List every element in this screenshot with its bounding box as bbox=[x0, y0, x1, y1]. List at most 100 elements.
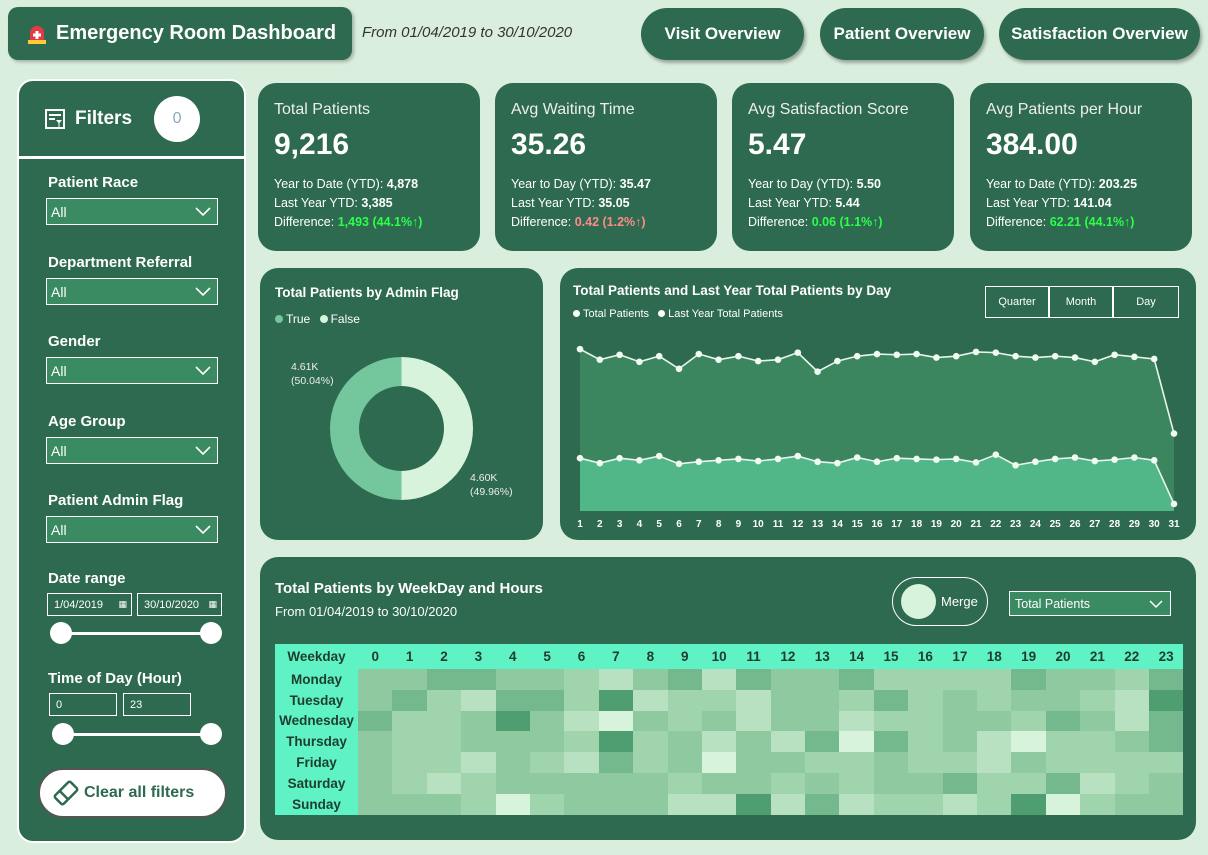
heatmap-cell[interactable] bbox=[1148, 710, 1184, 732]
heatmap-cell[interactable] bbox=[598, 689, 634, 711]
heatmap-cell[interactable] bbox=[736, 772, 771, 794]
heatmap-cell[interactable] bbox=[461, 710, 496, 732]
heatmap-cell[interactable] bbox=[805, 752, 840, 773]
heatmap-cell[interactable] bbox=[667, 669, 702, 690]
heatmap-cell[interactable] bbox=[977, 689, 1012, 711]
heatmap-cell[interactable] bbox=[1045, 710, 1081, 732]
heatmap-cell[interactable] bbox=[908, 772, 943, 794]
heatmap-cell[interactable] bbox=[942, 710, 978, 732]
heatmap-cell[interactable] bbox=[908, 793, 943, 815]
heatmap-cell[interactable] bbox=[770, 731, 806, 753]
heatmap-cell[interactable] bbox=[1011, 772, 1046, 794]
heatmap-cell[interactable] bbox=[1114, 793, 1149, 815]
heatmap-cell[interactable] bbox=[736, 731, 771, 753]
quarter-toggle[interactable]: Quarter bbox=[985, 286, 1049, 318]
clear-filters-button[interactable]: Clear all filters bbox=[38, 768, 227, 818]
heatmap-cell[interactable] bbox=[495, 731, 530, 753]
heatmap-cell[interactable] bbox=[770, 710, 806, 732]
heatmap-cell[interactable] bbox=[598, 772, 634, 794]
heatmap-cell[interactable] bbox=[1011, 793, 1046, 815]
heatmap-cell[interactable] bbox=[426, 752, 462, 773]
heatmap-cell[interactable] bbox=[461, 731, 496, 753]
heatmap-cell[interactable] bbox=[495, 752, 530, 773]
heatmap-cell[interactable] bbox=[598, 731, 634, 753]
heatmap-cell[interactable] bbox=[942, 793, 978, 815]
heatmap-cell[interactable] bbox=[495, 710, 530, 732]
gender-select[interactable]: All bbox=[46, 357, 218, 384]
heatmap-cell[interactable] bbox=[461, 793, 496, 815]
heatmap-cell[interactable] bbox=[461, 772, 496, 794]
heatmap-cell[interactable] bbox=[358, 731, 393, 753]
heatmap-cell[interactable] bbox=[805, 710, 840, 732]
heatmap-cell[interactable] bbox=[564, 772, 599, 794]
heatmap-cell[interactable] bbox=[908, 669, 943, 690]
hour-max-input[interactable]: 23 bbox=[123, 693, 191, 716]
heatmap-cell[interactable] bbox=[529, 669, 565, 690]
heatmap-cell[interactable] bbox=[598, 710, 634, 732]
heatmap-cell[interactable] bbox=[358, 772, 393, 794]
visit-overview-button[interactable]: Visit Overview bbox=[641, 8, 804, 60]
heatmap-cell[interactable] bbox=[529, 689, 565, 711]
heatmap-cell[interactable] bbox=[770, 793, 806, 815]
heatmap-cell[interactable] bbox=[1045, 731, 1081, 753]
heatmap-cell[interactable] bbox=[701, 731, 737, 753]
heatmap-cell[interactable] bbox=[529, 752, 565, 773]
heatmap-cell[interactable] bbox=[839, 710, 874, 732]
heatmap-cell[interactable] bbox=[358, 689, 393, 711]
heatmap-cell[interactable] bbox=[873, 772, 909, 794]
start-date-input[interactable]: 1/04/2019 ▦ bbox=[47, 593, 132, 616]
heatmap-cell[interactable] bbox=[736, 689, 771, 711]
heatmap-cell[interactable] bbox=[1045, 752, 1081, 773]
heatmap-cell[interactable] bbox=[461, 689, 496, 711]
heatmap-cell[interactable] bbox=[1080, 752, 1115, 773]
heatmap-cell[interactable] bbox=[392, 793, 427, 815]
heatmap-cell[interactable] bbox=[839, 731, 874, 753]
heatmap-cell[interactable] bbox=[736, 710, 771, 732]
heatmap-cell[interactable] bbox=[1148, 793, 1184, 815]
heatmap-cell[interactable] bbox=[805, 669, 840, 690]
heatmap-cell[interactable] bbox=[495, 689, 530, 711]
hour-min-input[interactable]: 0 bbox=[49, 693, 117, 716]
heatmap-cell[interactable] bbox=[1080, 669, 1115, 690]
heatmap-cell[interactable] bbox=[392, 752, 427, 773]
heatmap-cell[interactable] bbox=[1045, 669, 1081, 690]
heatmap-cell[interactable] bbox=[1114, 731, 1149, 753]
heatmap-cell[interactable] bbox=[873, 752, 909, 773]
heatmap-cell[interactable] bbox=[770, 689, 806, 711]
heatmap-cell[interactable] bbox=[873, 710, 909, 732]
heatmap-cell[interactable] bbox=[942, 689, 978, 711]
heatmap-cell[interactable] bbox=[598, 793, 634, 815]
heatmap-cell[interactable] bbox=[839, 752, 874, 773]
heatmap-cell[interactable] bbox=[1080, 793, 1115, 815]
merge-toggle[interactable]: Merge bbox=[892, 577, 988, 626]
patient-admin-flag-select[interactable]: All bbox=[46, 516, 218, 543]
heatmap-cell[interactable] bbox=[633, 669, 668, 690]
heatmap-cell[interactable] bbox=[873, 731, 909, 753]
heatmap-cell[interactable] bbox=[529, 793, 565, 815]
heatmap-cell[interactable] bbox=[633, 689, 668, 711]
heatmap-cell[interactable] bbox=[633, 772, 668, 794]
month-toggle[interactable]: Month bbox=[1049, 286, 1113, 318]
heatmap-cell[interactable] bbox=[392, 731, 427, 753]
line-chart[interactable]: 1 2 3 4 5 6 7 8 9 10 11 12 13 14 15 16 17 18 19 20 21 22 23 24 2… bbox=[560, 268, 1196, 540]
heatmap-cell[interactable] bbox=[1011, 689, 1046, 711]
heatmap-cell[interactable] bbox=[1080, 710, 1115, 732]
date-slider-end-handle[interactable] bbox=[200, 622, 222, 644]
heatmap-cell[interactable] bbox=[598, 752, 634, 773]
heatmap-cell[interactable] bbox=[564, 731, 599, 753]
heatmap-cell[interactable] bbox=[908, 731, 943, 753]
heatmap-cell[interactable] bbox=[977, 710, 1012, 732]
heatmap-cell[interactable] bbox=[426, 793, 462, 815]
measure-select[interactable]: Total Patients bbox=[1009, 591, 1171, 616]
heatmap-cell[interactable] bbox=[633, 731, 668, 753]
heatmap-cell[interactable] bbox=[667, 752, 702, 773]
heatmap-cell[interactable] bbox=[839, 669, 874, 690]
heatmap-cell[interactable] bbox=[392, 669, 427, 690]
heatmap-cell[interactable] bbox=[701, 689, 737, 711]
heatmap-cell[interactable] bbox=[805, 731, 840, 753]
date-slider-start-handle[interactable] bbox=[50, 622, 72, 644]
heatmap-cell[interactable] bbox=[942, 772, 978, 794]
heatmap-cell[interactable] bbox=[564, 710, 599, 732]
heatmap-cell[interactable] bbox=[839, 689, 874, 711]
hour-slider-track[interactable] bbox=[61, 733, 211, 736]
